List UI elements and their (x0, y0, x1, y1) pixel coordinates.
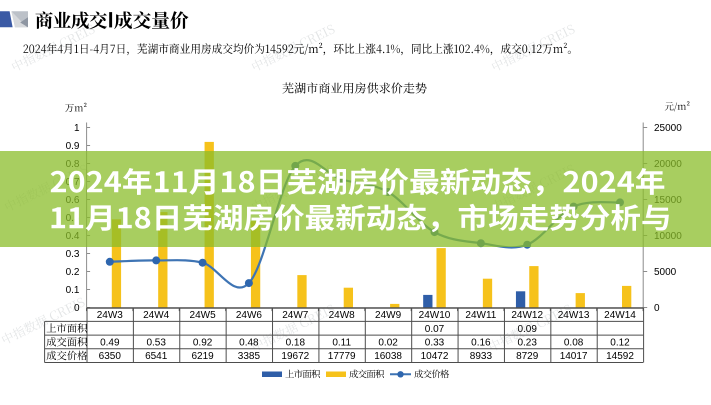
svg-text:14017: 14017 (560, 351, 588, 362)
svg-text:0.18: 0.18 (286, 337, 306, 348)
svg-text:24W14: 24W14 (604, 310, 636, 321)
svg-text:24W10: 24W10 (419, 310, 451, 321)
svg-text:1: 1 (74, 123, 80, 134)
svg-text:17779: 17779 (328, 351, 356, 362)
svg-text:10472: 10472 (421, 351, 449, 362)
svg-text:0.1: 0.1 (66, 285, 80, 296)
svg-text:24W8: 24W8 (329, 310, 356, 321)
svg-text:0.3: 0.3 (66, 249, 80, 260)
svg-text:0.23: 0.23 (517, 337, 537, 348)
svg-text:14592: 14592 (606, 351, 634, 362)
svg-text:16038: 16038 (374, 351, 402, 362)
svg-text:5000: 5000 (654, 267, 677, 278)
svg-text:6541: 6541 (145, 351, 168, 362)
svg-text:24W5: 24W5 (190, 310, 217, 321)
svg-text:24W7: 24W7 (282, 310, 309, 321)
svg-text:0.11: 0.11 (332, 337, 351, 348)
svg-text:0.07: 0.07 (425, 324, 445, 335)
svg-text:8933: 8933 (470, 351, 493, 362)
svg-text:19672: 19672 (281, 351, 309, 362)
svg-text:0.08: 0.08 (564, 337, 584, 348)
svg-text:24W3: 24W3 (97, 310, 124, 321)
svg-text:8729: 8729 (516, 351, 539, 362)
svg-text:0.16: 0.16 (471, 337, 491, 348)
svg-text:0.9: 0.9 (66, 141, 80, 152)
svg-text:0.09: 0.09 (517, 324, 537, 335)
svg-text:24W4: 24W4 (143, 310, 170, 321)
svg-text:0.53: 0.53 (146, 337, 166, 348)
svg-text:24W11: 24W11 (465, 310, 496, 321)
svg-text:24W12: 24W12 (511, 310, 543, 321)
svg-text:0.48: 0.48 (239, 337, 259, 348)
svg-text:25000: 25000 (654, 123, 682, 134)
svg-text:0.12: 0.12 (610, 337, 630, 348)
svg-text:0.2: 0.2 (66, 267, 80, 278)
svg-text:0.92: 0.92 (193, 337, 213, 348)
svg-text:24W6: 24W6 (236, 310, 263, 321)
svg-text:0.02: 0.02 (378, 337, 398, 348)
svg-text:0.33: 0.33 (425, 337, 445, 348)
svg-text:24W9: 24W9 (375, 310, 402, 321)
svg-text:6219: 6219 (191, 351, 214, 362)
svg-text:0: 0 (654, 303, 660, 314)
svg-text:3385: 3385 (238, 351, 261, 362)
svg-text:0.49: 0.49 (100, 337, 120, 348)
svg-text:6350: 6350 (99, 351, 122, 362)
svg-text:24W13: 24W13 (558, 310, 590, 321)
svg-text:0: 0 (74, 303, 80, 314)
